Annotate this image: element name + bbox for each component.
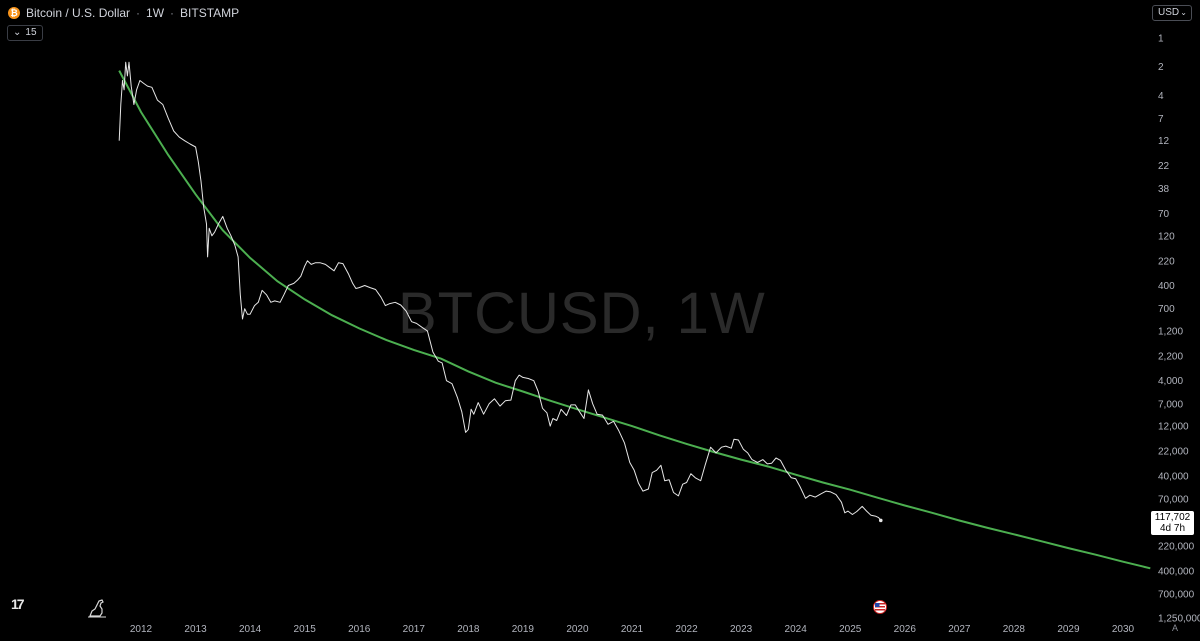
y-tick-label: 4,000 [1158,376,1183,387]
y-tick-label: 22,000 [1158,447,1189,458]
y-tick-label: 1 [1158,34,1164,45]
y-tick-label: 4 [1158,91,1164,102]
y-tick-label: 1,200 [1158,326,1183,337]
chevron-down-icon: ⌄ [1180,8,1187,17]
x-tick-label: 2021 [621,624,644,635]
symbol-header[interactable]: ₿ Bitcoin / U.S. Dollar · 1W · BITSTAMP [8,6,239,20]
y-tick-label: 400 [1158,281,1175,292]
price-series-line [118,61,882,521]
y-tick-label: 2 [1158,62,1164,73]
y-tick-label: 7 [1158,114,1164,125]
interval-label[interactable]: 1W [146,6,165,20]
exchange-label: BITSTAMP [180,6,240,20]
x-tick-label: 2028 [1003,624,1026,635]
y-tick-label: 70,000 [1158,494,1189,505]
y-tick-label: 400,000 [1158,566,1195,577]
x-tick-label: 2026 [894,624,917,635]
y-tick-label: 2,200 [1158,351,1183,362]
y-tick-label: 38 [1158,184,1170,195]
indicator-count: 15 [25,27,37,38]
y-axis[interactable]: 1247122238701202204007001,2002,2004,0007… [1158,34,1200,625]
x-axis[interactable]: 2012 2013 2014 2015 2016 2017 2018 2019 2020 2021… [130,624,1135,635]
x-tick-label: 2024 [785,624,808,635]
x-tick-label: 2015 [294,624,317,635]
x-tick-label: 2025 [839,624,862,635]
last-price-value: 117,702 [1154,512,1191,523]
dino-icon[interactable] [86,597,108,619]
x-tick-label: 2030 [1112,624,1135,635]
indicator-toggle[interactable]: ⌄ 15 [7,25,43,41]
bitcoin-icon: ₿ [8,7,20,19]
y-tick-label: 22 [1158,161,1170,172]
symbol-watermark: BTCUSD, 1W [398,281,766,346]
x-tick-label: 2022 [675,624,698,635]
y-tick-label: 220,000 [1158,542,1195,553]
currency-select[interactable]: USD ⌄ [1152,5,1192,21]
fit-curve-line [118,70,1151,570]
us-flag-icon[interactable] [873,600,887,614]
y-tick-label: 12 [1158,136,1170,147]
x-tick-label: 2018 [457,624,480,635]
chevron-down-icon: ⌄ [13,27,22,38]
y-tick-label: 40,000 [1158,471,1189,482]
x-tick-label: 2023 [730,624,753,635]
currency-value: USD [1158,7,1180,18]
auto-scale-button[interactable]: A [1172,623,1179,633]
series-layer [118,61,1151,570]
last-price-label: 117,702 4d 7h [1151,511,1194,535]
x-tick-label: 2017 [403,624,426,635]
x-tick-label: 2029 [1057,624,1080,635]
x-tick-label: 2012 [130,624,153,635]
separator-dot: · [136,6,141,20]
symbol-title: Bitcoin / U.S. Dollar [26,6,131,20]
x-tick-label: 2013 [184,624,207,635]
x-tick-label: 2014 [239,624,262,635]
y-tick-label: 7,000 [1158,399,1183,410]
y-tick-label: 70 [1158,209,1170,220]
y-tick-label: 120 [1158,231,1175,242]
x-tick-label: 2016 [348,624,371,635]
y-tick-label: 1,250,000 [1158,614,1200,625]
tradingview-logo-icon[interactable]: 17 [11,596,25,612]
x-tick-label: 2027 [948,624,971,635]
x-tick-label: 2020 [566,624,589,635]
x-tick-label: 2019 [512,624,535,635]
y-tick-label: 700,000 [1158,590,1195,601]
y-tick-label: 12,000 [1158,422,1189,433]
y-tick-label: 220 [1158,256,1175,267]
bar-countdown: 4d 7h [1159,523,1186,534]
y-tick-label: 700 [1158,304,1175,315]
last-price-point [878,518,883,523]
separator-dot: · [170,6,175,20]
